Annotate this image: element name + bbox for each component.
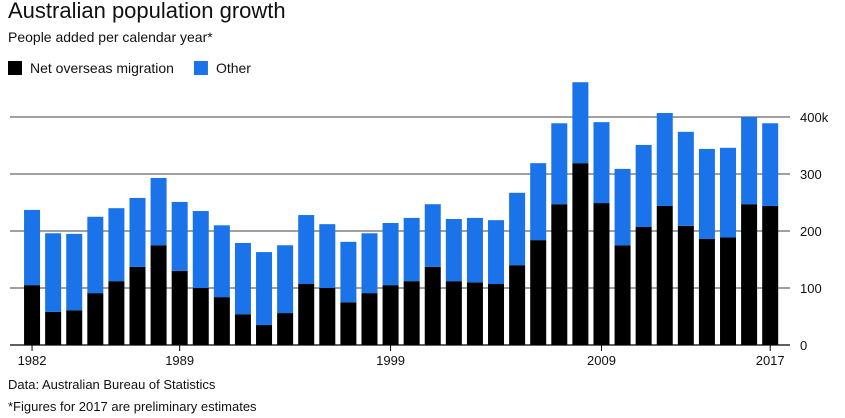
bar-segment xyxy=(129,266,146,345)
bar-segment xyxy=(150,177,167,246)
bar-segment xyxy=(87,293,104,345)
x-tick-label: 1999 xyxy=(376,353,405,368)
bar-segment xyxy=(509,265,526,345)
bar-segment xyxy=(171,201,188,271)
bar-segment xyxy=(656,113,673,206)
bar-segment xyxy=(298,284,315,345)
bar-segment xyxy=(720,147,737,238)
legend-swatch xyxy=(8,61,22,75)
x-tick-label: 1982 xyxy=(18,353,47,368)
bar-segment xyxy=(614,245,631,345)
y-tick-label: 300 xyxy=(800,167,822,182)
bar-segment xyxy=(129,197,146,267)
bar-segment xyxy=(635,144,652,228)
bar-segment xyxy=(762,205,779,345)
bar-segment xyxy=(677,131,694,226)
bar-segment xyxy=(466,217,483,283)
source: Data: Australian Bureau of Statistics xyxy=(8,377,216,392)
bar-segment xyxy=(572,163,589,345)
bar-segment xyxy=(256,252,273,326)
bar-segment xyxy=(66,233,83,311)
bar-segment xyxy=(509,192,526,266)
bar-segment xyxy=(488,220,505,285)
x-tick-label: 2017 xyxy=(756,353,785,368)
bar-segment xyxy=(213,297,230,345)
bar-segment xyxy=(698,238,715,345)
bar-segment xyxy=(361,233,378,294)
bar-segment xyxy=(551,123,568,205)
bar-segment xyxy=(698,148,715,239)
x-tick-label: 2009 xyxy=(587,353,616,368)
bar-segment xyxy=(403,281,420,345)
legend: Net overseas migration Other xyxy=(8,60,251,76)
bar-segment xyxy=(530,163,547,241)
note: *Figures for 2017 are preliminary estima… xyxy=(8,399,257,414)
bar-segment xyxy=(298,215,315,285)
bar-segment xyxy=(593,203,610,345)
bar-segment xyxy=(87,216,104,294)
bar-segment xyxy=(234,314,251,345)
bar-segment xyxy=(530,240,547,345)
bar-segment xyxy=(656,205,673,345)
bar-segment xyxy=(192,211,209,288)
bar-segment xyxy=(551,204,568,345)
bar-segment xyxy=(572,82,589,164)
x-tick-label: 1989 xyxy=(165,353,194,368)
bar-segment xyxy=(762,123,779,206)
bar-segment xyxy=(319,224,336,288)
bar-segment xyxy=(234,242,251,315)
bar-segment xyxy=(192,288,209,345)
bar-segment xyxy=(150,245,167,345)
chart-subtitle: People added per calendar year* xyxy=(8,29,213,45)
bar-segment xyxy=(361,293,378,345)
bar-segment xyxy=(403,217,420,282)
legend-label: Other xyxy=(216,60,251,76)
bar-segment xyxy=(614,168,631,246)
y-tick-label: 200 xyxy=(800,224,822,239)
bar-segment xyxy=(424,266,441,345)
bar-segment xyxy=(635,227,652,345)
y-tick-label: 0 xyxy=(800,338,807,353)
bar-segment xyxy=(319,288,336,345)
bar-segment xyxy=(382,285,399,345)
bar-segment xyxy=(741,117,758,205)
legend-label: Net overseas migration xyxy=(30,60,174,76)
bar-segment xyxy=(677,225,694,345)
legend-swatch xyxy=(193,61,208,75)
bar-segment xyxy=(45,311,62,345)
bar-segment xyxy=(424,204,441,267)
bar-segment xyxy=(340,302,357,345)
chart-title: Australian population growth xyxy=(8,0,286,23)
bar-segment xyxy=(277,313,294,345)
y-tick-label: 400k xyxy=(800,110,829,125)
bar-segment xyxy=(171,270,188,345)
y-tick-label: 100 xyxy=(800,281,822,296)
bar-segment xyxy=(466,282,483,345)
bar-segment xyxy=(382,223,399,286)
bar-segment xyxy=(108,208,125,282)
bar-segment xyxy=(45,233,62,312)
bar-segment xyxy=(108,281,125,345)
bar-segment xyxy=(593,122,610,204)
bar-segment xyxy=(488,284,505,345)
bar-segment xyxy=(66,310,83,345)
bar-segment xyxy=(24,209,41,286)
bar-segment xyxy=(445,281,462,345)
bar-segment xyxy=(445,219,462,282)
bar-segment xyxy=(277,245,294,314)
bar-segment xyxy=(720,237,737,345)
bar-segment xyxy=(256,325,273,345)
bar-segment xyxy=(213,225,230,298)
bar-segment xyxy=(24,285,41,345)
bar-segment xyxy=(741,204,758,345)
bar-segment xyxy=(340,241,357,303)
